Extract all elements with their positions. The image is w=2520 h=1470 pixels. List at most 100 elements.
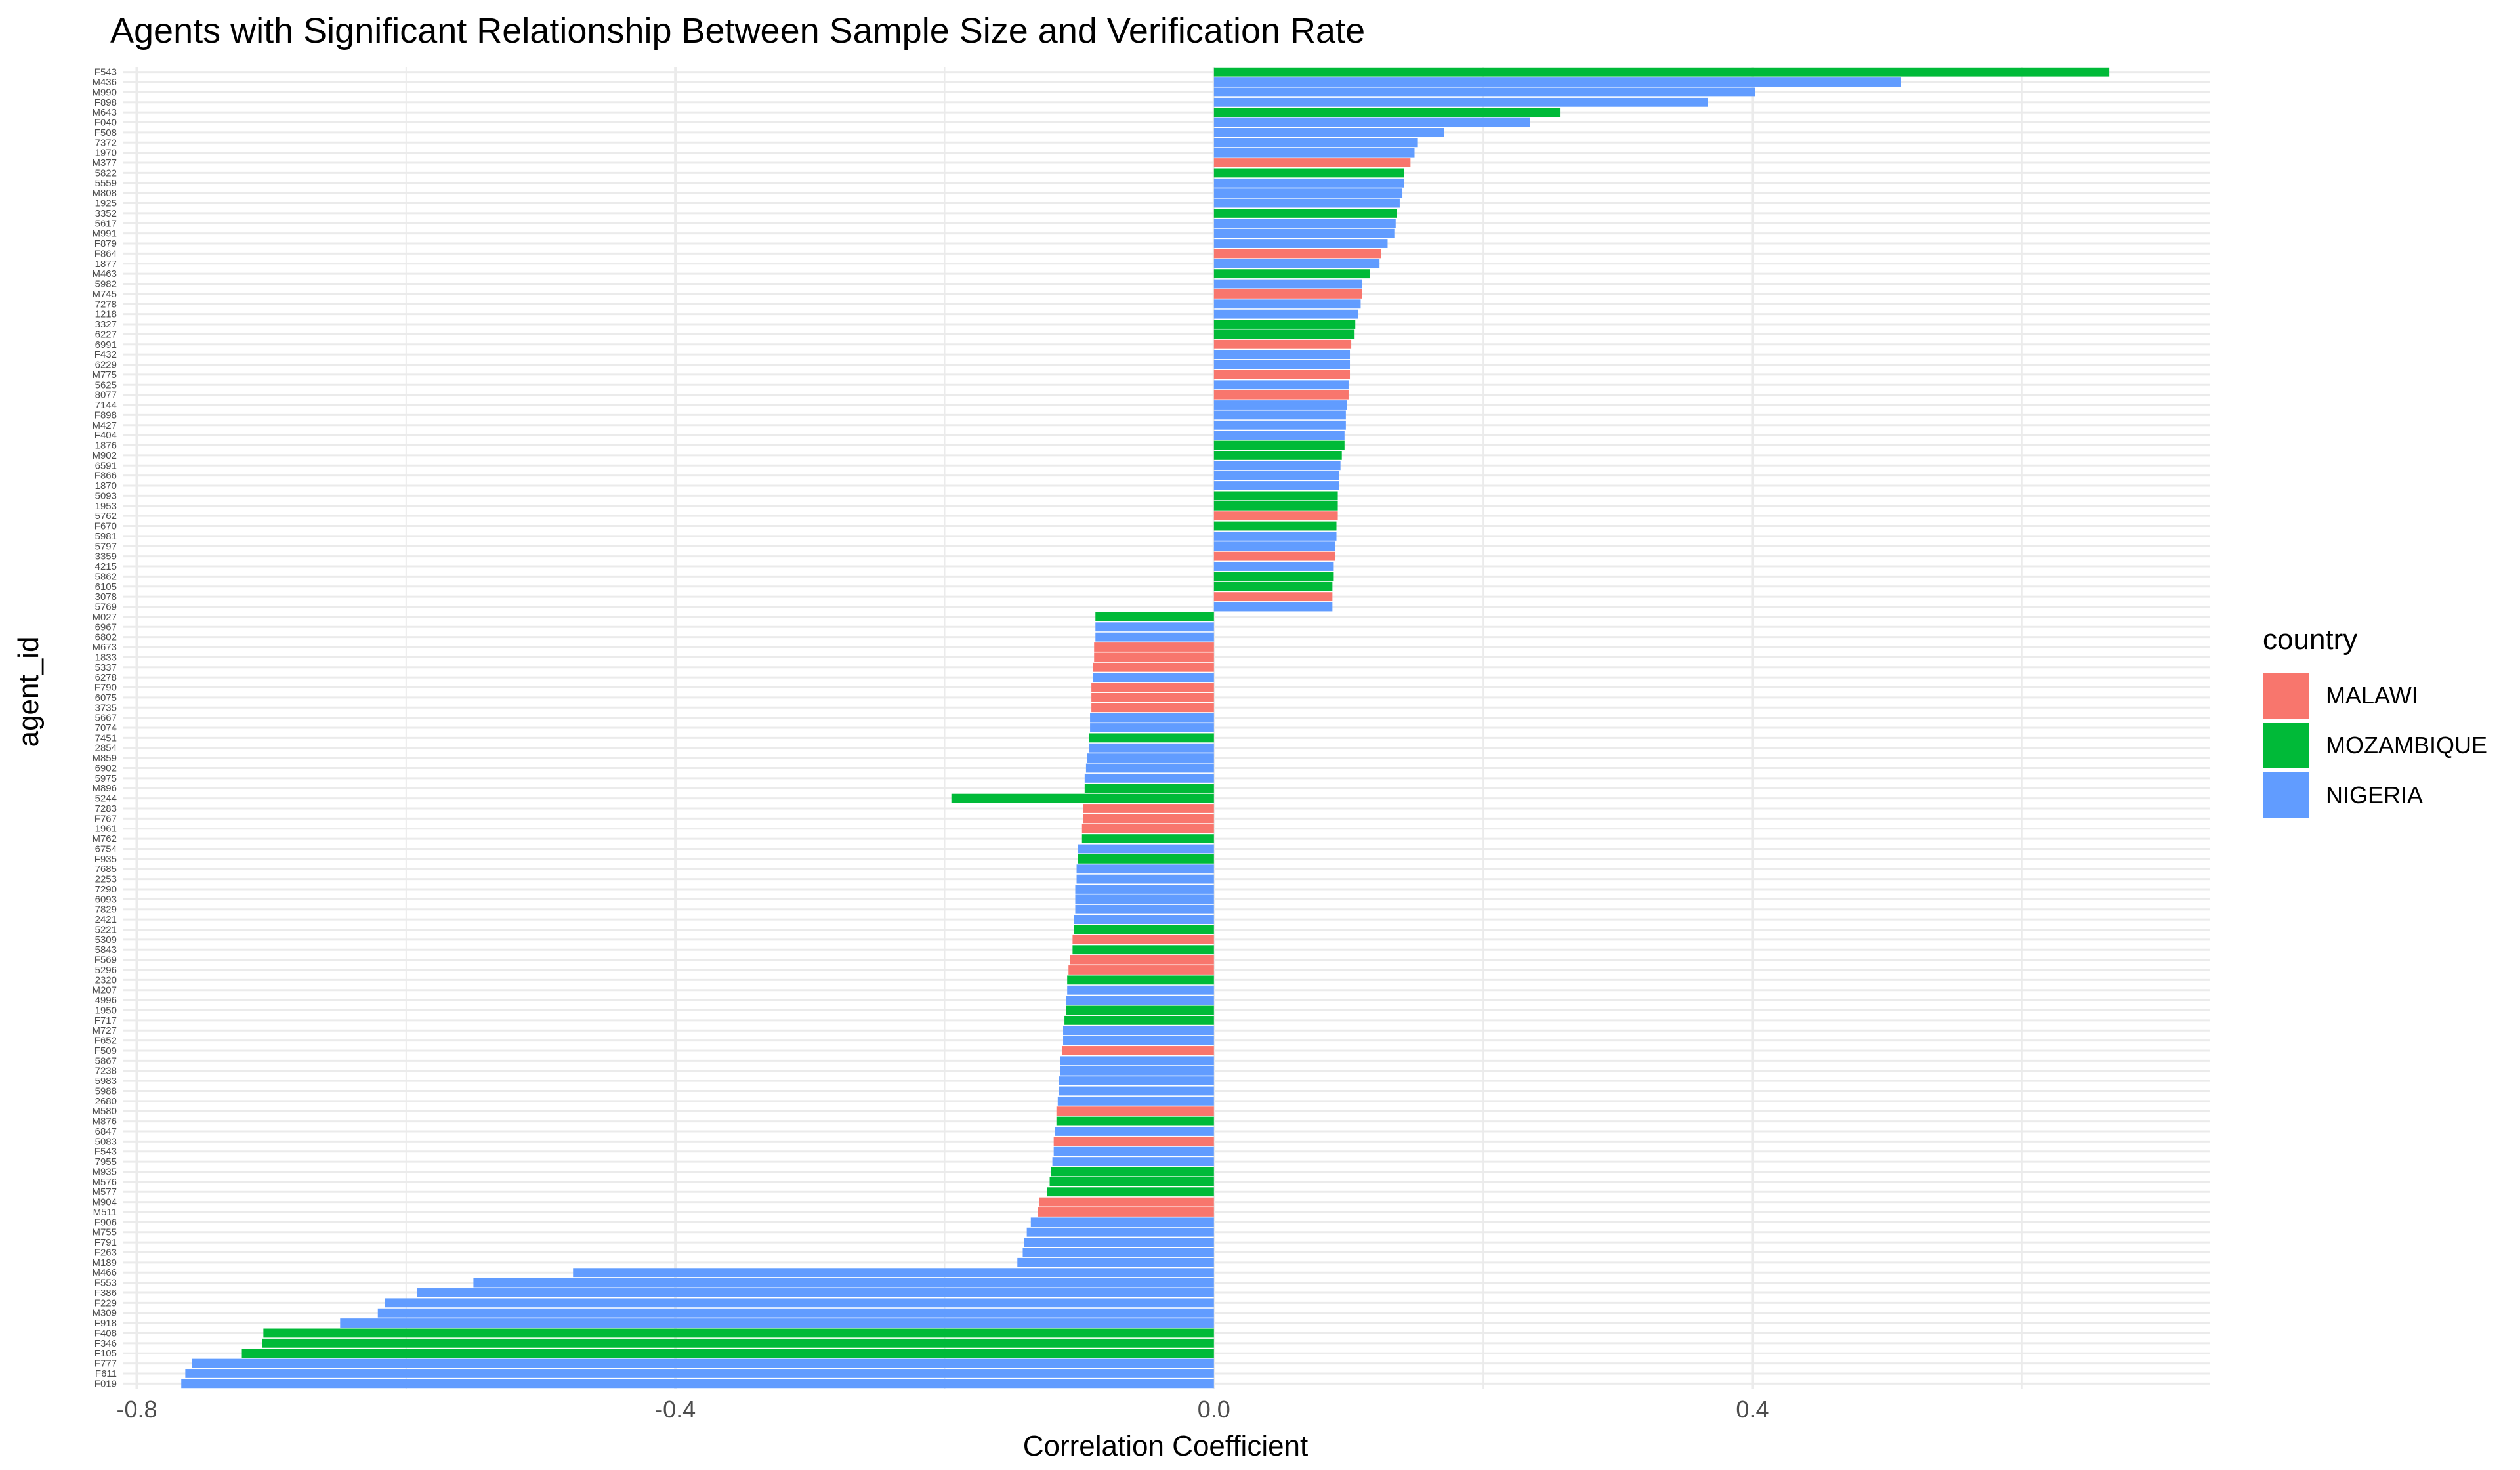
bar — [1039, 1197, 1214, 1207]
bar — [1078, 854, 1214, 864]
bar — [263, 1328, 1214, 1338]
bar — [1213, 188, 1403, 198]
y-tick-label: M904 — [92, 1197, 117, 1208]
bar — [1072, 934, 1214, 944]
y-tick-label: M876 — [92, 1116, 117, 1127]
y-tick-label: 1953 — [95, 501, 117, 512]
y-tick-label: 7283 — [95, 803, 117, 814]
y-tick-label: F935 — [94, 854, 117, 865]
y-tick-label: 1970 — [95, 148, 117, 159]
bar — [1213, 440, 1345, 450]
y-tick-label: M745 — [92, 289, 117, 300]
bar — [1213, 430, 1345, 440]
y-tick-label: F790 — [94, 682, 117, 694]
bar — [1213, 531, 1337, 541]
y-tick-label: 5625 — [95, 379, 117, 390]
x-axis-title: Correlation Coefficient — [1023, 1430, 1309, 1462]
bar — [1213, 400, 1347, 410]
bar — [1090, 713, 1214, 723]
y-tick-label: 5862 — [95, 571, 117, 582]
bar — [1061, 1046, 1214, 1055]
y-tick-label: 6075 — [95, 692, 117, 704]
bar — [1056, 1106, 1214, 1116]
bar — [1066, 1005, 1214, 1015]
bar — [1089, 733, 1214, 743]
bar — [1091, 692, 1214, 702]
bar — [1213, 239, 1388, 248]
y-tick-label: M762 — [92, 833, 117, 845]
bar — [1085, 763, 1214, 773]
y-tick-label: 5797 — [95, 541, 117, 552]
bar — [1095, 612, 1214, 621]
y-tick-label: M991 — [92, 228, 117, 240]
bar — [1093, 673, 1214, 682]
y-tick-label: F404 — [94, 430, 117, 441]
bar — [181, 1379, 1214, 1389]
bar — [1213, 309, 1358, 319]
bar — [1213, 178, 1404, 188]
y-tick-label: 5988 — [95, 1085, 117, 1097]
bar — [1213, 572, 1334, 581]
y-tick-label: F898 — [94, 97, 117, 108]
bar — [1213, 97, 1708, 107]
y-tick-label: F263 — [94, 1247, 117, 1258]
bar — [1213, 299, 1361, 309]
y-tick-label: 5617 — [95, 218, 117, 229]
y-tick-label: 5093 — [95, 490, 117, 501]
bar — [1024, 1238, 1214, 1247]
y-tick-label: 6847 — [95, 1126, 117, 1137]
bar — [1053, 1146, 1214, 1156]
y-tick-label: 3735 — [95, 702, 117, 713]
bar — [1057, 1096, 1214, 1106]
y-tick-label: 7074 — [95, 723, 117, 734]
y-tick-label: 1833 — [95, 652, 117, 663]
bar — [1213, 329, 1354, 339]
y-tick-label: 1870 — [95, 480, 117, 492]
bar — [1091, 682, 1214, 692]
bar — [1213, 390, 1349, 400]
bar — [1060, 1056, 1214, 1066]
y-tick-label: M189 — [92, 1257, 117, 1269]
y-tick-label: M673 — [92, 642, 117, 653]
bar — [1213, 259, 1380, 268]
y-tick-label: F866 — [94, 471, 117, 482]
bar — [1075, 904, 1214, 914]
bar — [1056, 1116, 1214, 1126]
y-tick-label: F670 — [94, 521, 117, 532]
bar — [1213, 269, 1370, 279]
bar — [1068, 965, 1214, 975]
y-tick-label: 2253 — [95, 874, 117, 885]
y-tick-label: 3327 — [95, 319, 117, 330]
bar — [1076, 874, 1214, 884]
bar — [417, 1288, 1214, 1297]
x-tick-labels: -0.8 -0.4 0.0 0.4 — [116, 1396, 1769, 1423]
y-tick-label: 6991 — [95, 339, 117, 350]
bar — [1094, 652, 1214, 662]
y-tick-label: 6802 — [95, 632, 117, 643]
bar — [1213, 521, 1337, 531]
bar — [1067, 985, 1214, 995]
bar — [1076, 864, 1214, 874]
y-tick-label: M808 — [92, 188, 117, 199]
bar — [1213, 148, 1415, 158]
y-tick-label: 5083 — [95, 1136, 117, 1147]
legend-label: MOZAMBIQUE — [2326, 732, 2488, 759]
bar — [1074, 925, 1214, 934]
bar — [1051, 1167, 1214, 1177]
y-tick-label: 5667 — [95, 713, 117, 724]
bar — [1087, 753, 1214, 763]
y-tick-label: 7238 — [95, 1066, 117, 1077]
y-tick-label: 6591 — [95, 460, 117, 471]
y-tick-label: F864 — [94, 248, 117, 259]
bar — [1049, 1177, 1214, 1186]
y-tick-label: F553 — [94, 1278, 117, 1289]
bar — [1213, 228, 1395, 238]
bar — [1022, 1248, 1214, 1257]
bar — [1026, 1227, 1214, 1237]
y-tick-label: M427 — [92, 420, 117, 431]
bar — [1060, 1066, 1214, 1076]
bar — [1059, 1086, 1214, 1096]
y-tick-label: F906 — [94, 1217, 117, 1228]
y-tick-label: 3359 — [95, 551, 117, 562]
bar — [1213, 128, 1444, 137]
